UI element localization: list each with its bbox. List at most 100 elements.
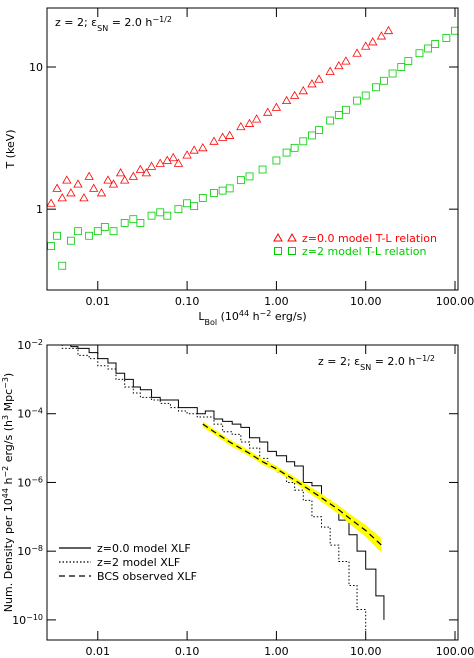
axes-frame (46, 344, 459, 641)
point (353, 96, 361, 105)
point (341, 105, 350, 114)
point (183, 199, 191, 208)
point (315, 126, 323, 134)
point (298, 85, 308, 95)
point (218, 186, 227, 195)
point (245, 172, 254, 181)
point (79, 193, 89, 202)
legend-label: z=0.0 model XLF (97, 542, 191, 555)
point (334, 111, 343, 119)
point (290, 143, 299, 152)
point (173, 158, 184, 167)
point (334, 60, 344, 70)
x-axis-label: LBol (1044 h−2 erg/s) (198, 309, 306, 327)
point (53, 231, 61, 240)
point (299, 137, 308, 146)
x-axis-label-part: L (198, 310, 205, 323)
point (307, 79, 317, 88)
point (361, 41, 371, 50)
x-tick-label: 1.00 (264, 295, 289, 308)
point (66, 188, 76, 197)
point (225, 184, 234, 193)
point (147, 211, 156, 220)
point (451, 26, 458, 35)
point (376, 31, 387, 40)
y-axis-label-part: Num. Density per 10 (2, 498, 15, 612)
legend-label: z=2 model T-L relation (302, 245, 426, 258)
point (361, 91, 370, 100)
point (109, 227, 118, 236)
legend-marker (273, 232, 283, 242)
x-tick-label: 100.00 (436, 295, 474, 308)
annotation: z = 2; εSN = 2.0 h−1/2 (55, 15, 172, 33)
annotation-part: z = 2; ε (55, 16, 97, 29)
x-axis-label-part: erg/s) (271, 310, 306, 323)
point (58, 261, 67, 270)
y-axis-label-part: erg/s (h (2, 420, 15, 466)
point (190, 202, 199, 211)
point (168, 152, 178, 162)
point (258, 165, 267, 174)
x-tick-label: 0.10 (175, 295, 200, 308)
y-tick-label: 10−4 (17, 406, 43, 421)
point (415, 49, 424, 58)
y-axis-label: Num. Density per 1044 h−2 erg/s (h3 Mpc−… (1, 373, 16, 612)
point (272, 156, 281, 165)
annotation-part: SN (97, 24, 108, 33)
point (236, 121, 246, 131)
point (174, 205, 183, 214)
y-axis-label-part: 3 (1, 415, 10, 420)
legend-label: z=2 model XLF (97, 556, 180, 569)
point (388, 69, 397, 78)
annotation-part: SN (360, 363, 371, 372)
point (308, 131, 316, 140)
point (84, 171, 94, 180)
step-line (51, 345, 367, 631)
point (52, 183, 62, 192)
point (141, 168, 152, 177)
y-tick-label: 1 (36, 203, 43, 216)
annotation-part: = 2.0 h (371, 355, 415, 368)
x-tick-label: 0.10 (175, 645, 200, 658)
x-tick-label: 10.00 (350, 645, 382, 658)
y-tick-label: 10−2 (17, 338, 43, 353)
y-tick-base: 10 (17, 545, 31, 558)
point (66, 236, 75, 245)
point (263, 107, 273, 116)
point (198, 194, 207, 202)
y-axis-label-part: Mpc (2, 389, 15, 415)
x-tick-label: 100.00 (436, 645, 474, 658)
x-tick-label: 0.01 (86, 645, 111, 658)
point (352, 48, 362, 57)
y-axis-label-part: 44 (1, 488, 10, 498)
x-tick-label: 10.00 (350, 295, 382, 308)
point (47, 242, 55, 250)
point (251, 114, 262, 123)
point (96, 188, 107, 197)
point (136, 219, 145, 227)
point (108, 179, 119, 188)
point (289, 90, 300, 99)
plot-area (51, 345, 385, 631)
point (62, 175, 72, 184)
point (209, 136, 219, 145)
x-tick-label: 1.00 (264, 645, 289, 658)
legend-label: BCS observed XLF (97, 570, 197, 583)
x-axis-label-part: (10 (217, 310, 239, 323)
y-axis-label-part: −2 (1, 466, 10, 478)
x-axis-label-part: −2 (260, 309, 272, 318)
point (236, 176, 245, 185)
x-tick-label: 0.01 (86, 295, 111, 308)
y-axis-label-part: h (2, 478, 15, 488)
point (282, 148, 291, 157)
point (119, 175, 130, 184)
point (210, 189, 218, 197)
y-axis-label-part: T (keV) (4, 129, 17, 169)
point (189, 145, 199, 154)
point (325, 66, 335, 75)
legend-marker (288, 247, 296, 255)
legend-marker (287, 232, 297, 242)
point (129, 215, 138, 224)
error-band (202, 421, 382, 553)
point (100, 223, 109, 231)
